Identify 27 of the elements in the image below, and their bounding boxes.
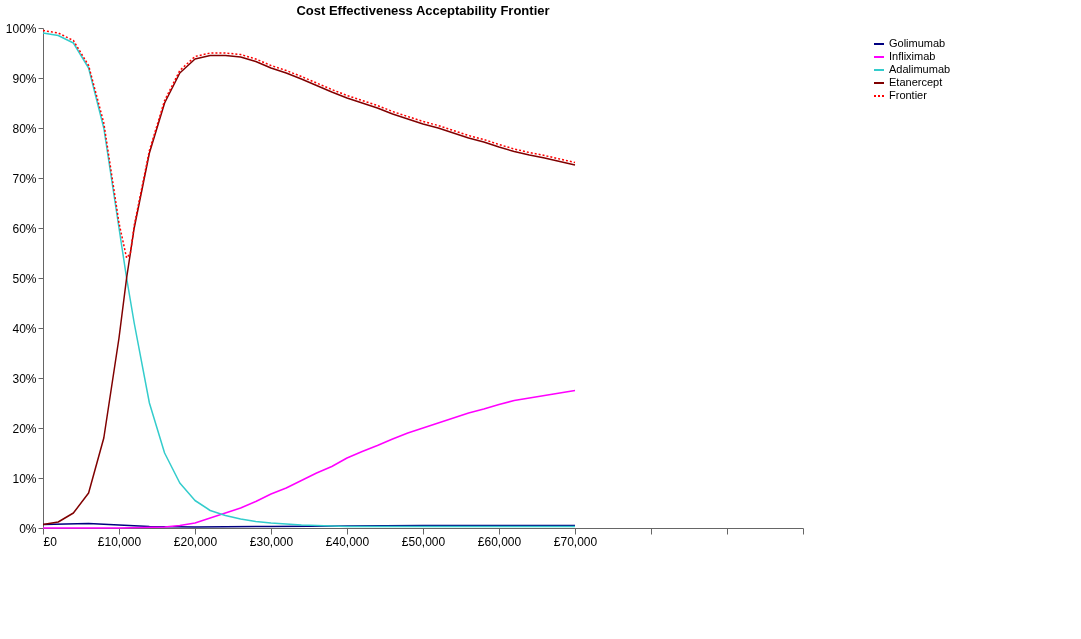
y-tick-label: 0% [19,521,37,536]
x-tick-label: £70,000 [553,534,598,549]
x-tick-label: £10,000 [97,534,142,549]
y-tick-label: 50% [12,271,37,286]
y-tick-label: 80% [12,121,37,136]
y-tick-label: 20% [12,421,37,436]
y-tick-label: 70% [12,171,37,186]
x-tick-label: £0 [43,534,58,549]
legend-label: Golimumab [889,37,946,49]
y-tick-label: 60% [12,221,37,236]
legend-label: Etanercept [889,76,943,88]
x-tick-label: £20,000 [173,534,218,549]
legend-label: Frontier [889,89,928,101]
x-tick-label: £50,000 [401,534,446,549]
x-tick-label: £30,000 [249,534,294,549]
y-tick-label: 90% [12,71,37,86]
y-tick-label: 10% [12,471,37,486]
line-series [42,29,576,259]
y-tick-label: 40% [12,321,37,336]
legend-label: Adalimumab [889,63,951,75]
y-tick-label: 100% [5,21,37,36]
y-tick-label: 30% [12,371,37,386]
x-tick-label: £40,000 [325,534,370,549]
x-tick-label: £60,000 [477,534,522,549]
legend-label: Infliximab [889,50,936,62]
chart-title: Cost Effectiveness Acceptability Frontier [296,3,550,18]
line-series [42,389,576,529]
